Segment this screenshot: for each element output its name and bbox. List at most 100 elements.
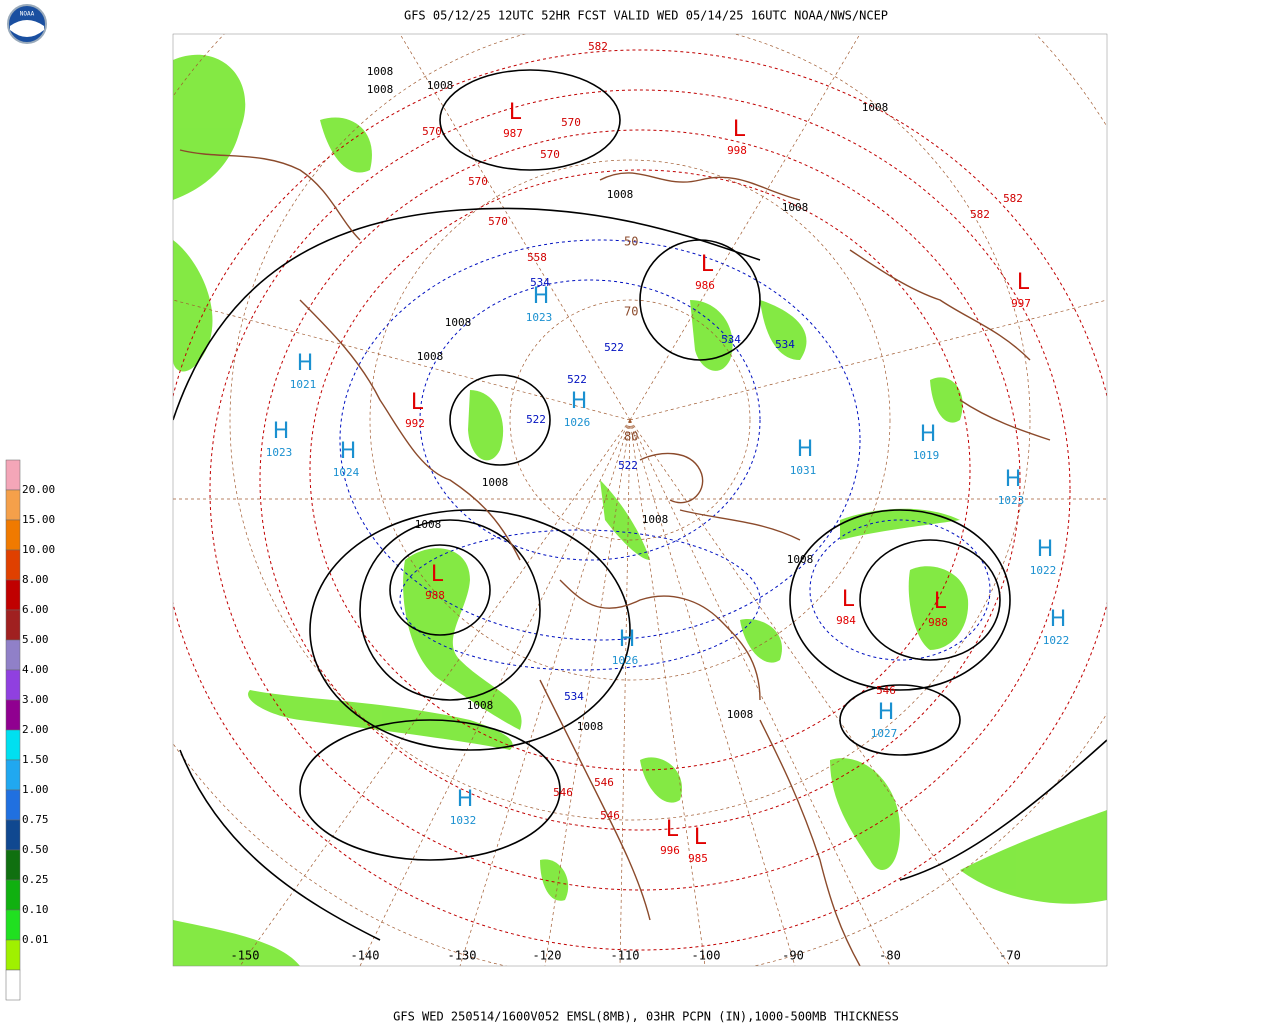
isobars xyxy=(173,69,1107,941)
high-center-letter: H xyxy=(1037,537,1054,562)
legend-swatch xyxy=(5,699,21,731)
legend-label: 20.00 xyxy=(22,483,55,496)
low-center-value: 987 xyxy=(503,127,523,140)
thickness-label: 582 xyxy=(588,40,608,53)
thickness-label: 570 xyxy=(540,148,560,161)
map-caption: GFS WED 250514/1600V052 EMSL(8MB), 03HR … xyxy=(393,1010,899,1024)
isobar-label: 1008 xyxy=(367,65,394,78)
longitude-label: -100 xyxy=(692,949,721,963)
isobar-label: 1008 xyxy=(417,350,444,363)
legend-swatch xyxy=(5,879,21,911)
legend-swatch xyxy=(5,489,21,521)
legend-swatch xyxy=(5,669,21,701)
precip-areas xyxy=(173,54,1107,966)
latitude-label: 80 xyxy=(624,430,638,444)
legend-swatch xyxy=(5,549,21,581)
low-center-value: 988 xyxy=(928,616,948,629)
legend-label: 5.00 xyxy=(22,633,49,646)
legend-swatch xyxy=(5,939,21,971)
low-center-letter: L xyxy=(666,817,679,842)
thickness-label: 558 xyxy=(527,251,547,264)
high-center-value: 1032 xyxy=(450,814,477,827)
high-center-value: 1019 xyxy=(913,449,940,462)
high-center-value: 1026 xyxy=(564,416,591,429)
legend-label: 0.25 xyxy=(22,873,49,886)
isobar-label: 1008 xyxy=(467,699,494,712)
high-center-value: 1024 xyxy=(333,466,360,479)
thickness-label: 546 xyxy=(553,786,573,799)
legend-swatch xyxy=(5,969,21,1001)
longitude-label: -120 xyxy=(533,949,562,963)
low-center-letter: L xyxy=(934,589,947,614)
thickness-label: 570 xyxy=(468,175,488,188)
longitude-label: -150 xyxy=(231,949,260,963)
high-center-letter: H xyxy=(340,439,357,464)
longitude-label: -90 xyxy=(782,949,804,963)
longitude-label: -140 xyxy=(351,949,380,963)
legend-label: 4.00 xyxy=(22,663,49,676)
legend-label: 1.50 xyxy=(22,753,49,766)
legend-label: 3.00 xyxy=(22,693,49,706)
longitude-label: -110 xyxy=(611,949,640,963)
longitude-labels: -150 -140 -130 -120 -110 -100 -90 -80 -70 xyxy=(231,949,1021,963)
isobar-label: 1008 xyxy=(642,513,669,526)
isobar-label: 1008 xyxy=(862,101,889,114)
isobar-label: 1008 xyxy=(367,83,394,96)
high-center-letter: H xyxy=(571,389,588,414)
legend-swatch xyxy=(5,789,21,821)
high-center-value: 1027 xyxy=(871,727,898,740)
high-center-value: 1022 xyxy=(1030,564,1057,577)
precip-legend: 20.00 15.00 10.00 8.00 6.00 5.00 4.00 3.00 2.00 1… xyxy=(5,459,55,1001)
map-labels: 50 70 80 H 1021 H 1023 H 1024 H 1023 H 1026 H 1031 H 102… xyxy=(266,40,1070,865)
low-center-value: 985 xyxy=(688,852,708,865)
low-center-value: 992 xyxy=(405,417,425,430)
legend-label: 2.00 xyxy=(22,723,49,736)
low-center-letter: L xyxy=(1017,270,1030,295)
thickness-label: 534 xyxy=(530,276,550,289)
legend-label: 6.00 xyxy=(22,603,49,616)
high-center-letter: H xyxy=(297,351,314,376)
legend-swatch xyxy=(5,639,21,671)
low-center-value: 984 xyxy=(836,614,856,627)
isobar-label: 1008 xyxy=(427,79,454,92)
legend-label: 0.50 xyxy=(22,843,49,856)
isobar-label: 1008 xyxy=(445,316,472,329)
legend-label: 15.00 xyxy=(22,513,55,526)
low-center-letter: L xyxy=(411,390,424,415)
map-frame xyxy=(172,33,1108,967)
longitude-label: -130 xyxy=(448,949,477,963)
map-area: 50 70 80 H 1021 H 1023 H 1024 H 1023 H 1026 H 1031 H 102… xyxy=(173,34,1107,966)
high-center-value: 1023 xyxy=(266,446,293,459)
high-center-letter: H xyxy=(457,787,474,812)
legend-swatch xyxy=(5,759,21,791)
thickness-label: 582 xyxy=(970,208,990,221)
low-center-letter: L xyxy=(694,825,707,850)
legend-swatch xyxy=(5,519,21,551)
latitude-label: 70 xyxy=(624,305,638,319)
legend-label: 0.01 xyxy=(22,933,49,946)
isobar-label: 1008 xyxy=(727,708,754,721)
thickness-label: 534 xyxy=(564,690,584,703)
low-center-value: 998 xyxy=(727,144,747,157)
isobar-label: 1008 xyxy=(577,720,604,733)
isobar-label: 1008 xyxy=(415,518,442,531)
thickness-label: 522 xyxy=(604,341,624,354)
low-center-value: 988 xyxy=(425,589,445,602)
latitude-label: 50 xyxy=(624,235,638,249)
high-center-value: 1023 xyxy=(998,494,1025,507)
high-center-letter: H xyxy=(1005,467,1022,492)
map-title: GFS 05/12/25 12UTC 52HR FCST VALID WED 0… xyxy=(404,9,888,23)
legend-label: 0.10 xyxy=(22,903,49,916)
thickness-label: 570 xyxy=(422,125,442,138)
high-center-letter: H xyxy=(1050,607,1067,632)
low-center-letter: L xyxy=(733,117,746,142)
high-center-value: 1021 xyxy=(290,378,317,391)
thickness-label: 546 xyxy=(594,776,614,789)
high-center-value: 1022 xyxy=(1043,634,1070,647)
high-center-letter: H xyxy=(878,700,895,725)
legend-swatch xyxy=(5,609,21,641)
low-center-letter: L xyxy=(701,252,714,277)
isobar-label: 1008 xyxy=(782,201,809,214)
